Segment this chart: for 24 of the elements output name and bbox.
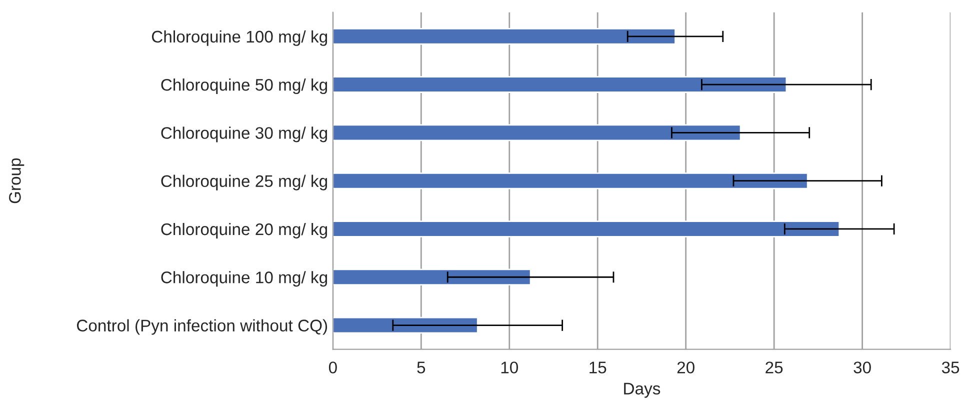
x-tick-label: 0 bbox=[328, 362, 337, 374]
y-tick-label: Chloroquine 25 mg/ kg bbox=[161, 174, 327, 190]
bar bbox=[332, 316, 478, 334]
x-tick-label: 25 bbox=[766, 362, 783, 374]
x-tick-label: 5 bbox=[417, 362, 426, 374]
bar bbox=[332, 124, 742, 142]
bar bbox=[332, 76, 788, 93]
y-tick-label: Control (Pyn infection without CQ) bbox=[76, 319, 328, 335]
y-axis-title: Group bbox=[9, 158, 24, 204]
x-tick-label: 10 bbox=[501, 362, 518, 374]
x-tick-label: 35 bbox=[942, 362, 960, 374]
y-tick-label: Chloroquine 10 mg/ kg bbox=[161, 271, 327, 287]
bar bbox=[332, 28, 676, 45]
bar bbox=[332, 268, 532, 286]
y-tick-label: Chloroquine 100 mg/ kg bbox=[152, 30, 328, 46]
x-axis-title: Days bbox=[624, 382, 660, 398]
x-tick-label: 20 bbox=[677, 362, 694, 374]
x-tick-label: 15 bbox=[590, 362, 606, 374]
y-tick-label: Chloroquine 20 mg/ kg bbox=[161, 222, 327, 238]
y-tick-label: Chloroquine 30 mg/ kg bbox=[161, 126, 327, 142]
bar bbox=[332, 220, 840, 238]
bar bbox=[332, 172, 808, 190]
y-tick-label: Chloroquine 50 mg/ kg bbox=[161, 78, 327, 94]
x-tick-label: 30 bbox=[854, 362, 871, 374]
